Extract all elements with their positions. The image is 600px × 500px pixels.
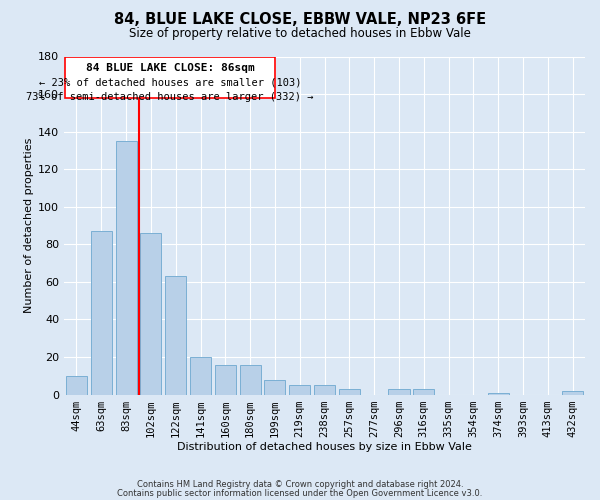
Bar bbox=[140, 233, 161, 394]
FancyBboxPatch shape bbox=[65, 56, 275, 98]
Y-axis label: Number of detached properties: Number of detached properties bbox=[24, 138, 34, 313]
Text: Contains HM Land Registry data © Crown copyright and database right 2024.: Contains HM Land Registry data © Crown c… bbox=[137, 480, 463, 489]
Bar bbox=[91, 231, 112, 394]
Bar bbox=[314, 385, 335, 394]
Text: ← 23% of detached houses are smaller (103): ← 23% of detached houses are smaller (10… bbox=[39, 77, 301, 87]
Bar bbox=[339, 389, 360, 394]
Bar bbox=[215, 364, 236, 394]
Text: 84, BLUE LAKE CLOSE, EBBW VALE, NP23 6FE: 84, BLUE LAKE CLOSE, EBBW VALE, NP23 6FE bbox=[114, 12, 486, 28]
Text: Contains public sector information licensed under the Open Government Licence v3: Contains public sector information licen… bbox=[118, 488, 482, 498]
Bar bbox=[488, 392, 509, 394]
Bar bbox=[66, 376, 87, 394]
Bar bbox=[265, 380, 286, 394]
Bar bbox=[413, 389, 434, 394]
Bar bbox=[239, 364, 260, 394]
Text: 84 BLUE LAKE CLOSE: 86sqm: 84 BLUE LAKE CLOSE: 86sqm bbox=[86, 63, 254, 73]
Text: 73% of semi-detached houses are larger (332) →: 73% of semi-detached houses are larger (… bbox=[26, 92, 314, 102]
Bar bbox=[388, 389, 410, 394]
Bar bbox=[289, 385, 310, 394]
Bar bbox=[190, 357, 211, 395]
Bar bbox=[165, 276, 186, 394]
Bar bbox=[562, 391, 583, 394]
Bar bbox=[116, 141, 137, 395]
Text: Size of property relative to detached houses in Ebbw Vale: Size of property relative to detached ho… bbox=[129, 28, 471, 40]
X-axis label: Distribution of detached houses by size in Ebbw Vale: Distribution of detached houses by size … bbox=[177, 442, 472, 452]
